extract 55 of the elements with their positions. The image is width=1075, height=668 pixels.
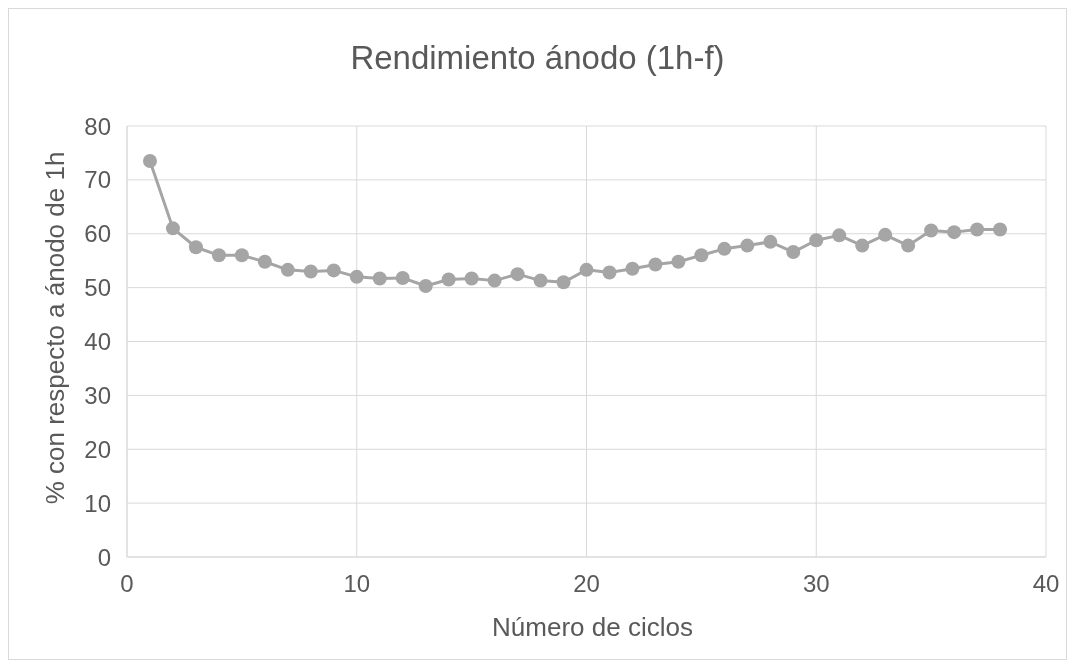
point bbox=[832, 228, 847, 243]
point bbox=[188, 240, 203, 255]
point bbox=[211, 248, 226, 263]
y-tick-label: 70 bbox=[84, 166, 111, 194]
y-tick-label: 30 bbox=[84, 381, 111, 409]
y-tick-label: 0 bbox=[97, 543, 111, 571]
point bbox=[901, 238, 916, 253]
point bbox=[924, 223, 939, 238]
point bbox=[395, 270, 410, 285]
point bbox=[165, 221, 180, 236]
point bbox=[717, 241, 732, 256]
x-tick-label: 40 bbox=[1032, 570, 1060, 598]
point bbox=[510, 267, 525, 282]
x-tick-label: 30 bbox=[802, 570, 830, 598]
y-tick-label: 40 bbox=[84, 328, 111, 356]
point bbox=[303, 264, 318, 279]
chart-title: Rendimiento ánodo (1h-f) bbox=[349, 39, 726, 77]
point bbox=[142, 154, 157, 169]
y-tick-label: 20 bbox=[84, 435, 111, 463]
point bbox=[970, 222, 985, 237]
point bbox=[234, 248, 249, 263]
point bbox=[533, 273, 548, 288]
point bbox=[671, 254, 686, 269]
point bbox=[602, 265, 617, 280]
point bbox=[326, 263, 341, 278]
point bbox=[878, 227, 893, 242]
point bbox=[418, 279, 433, 294]
y-tick-label: 80 bbox=[84, 112, 111, 140]
point bbox=[372, 271, 387, 286]
y-tick-label: 10 bbox=[84, 489, 111, 517]
y-tick-label: 60 bbox=[84, 220, 111, 248]
point bbox=[648, 257, 663, 272]
point bbox=[763, 234, 778, 249]
point bbox=[487, 273, 502, 288]
x-axis-title: Número de ciclos bbox=[491, 612, 694, 643]
y-axis-title: % con respecto a ánodo de 1h bbox=[39, 151, 71, 505]
point bbox=[993, 222, 1008, 237]
point bbox=[809, 233, 824, 248]
point bbox=[947, 225, 962, 240]
point bbox=[625, 261, 640, 276]
x-tick-label: 0 bbox=[120, 570, 134, 598]
x-tick-label: 20 bbox=[573, 570, 600, 598]
point bbox=[441, 272, 456, 287]
point bbox=[280, 262, 295, 277]
point bbox=[349, 269, 364, 284]
point bbox=[556, 275, 571, 290]
point bbox=[786, 245, 801, 260]
point bbox=[257, 254, 272, 269]
point bbox=[740, 238, 755, 253]
point bbox=[464, 271, 479, 286]
point bbox=[579, 262, 594, 277]
y-tick-label: 50 bbox=[84, 274, 111, 302]
point bbox=[694, 248, 709, 263]
point bbox=[855, 238, 870, 253]
x-tick-label: 10 bbox=[343, 570, 371, 598]
